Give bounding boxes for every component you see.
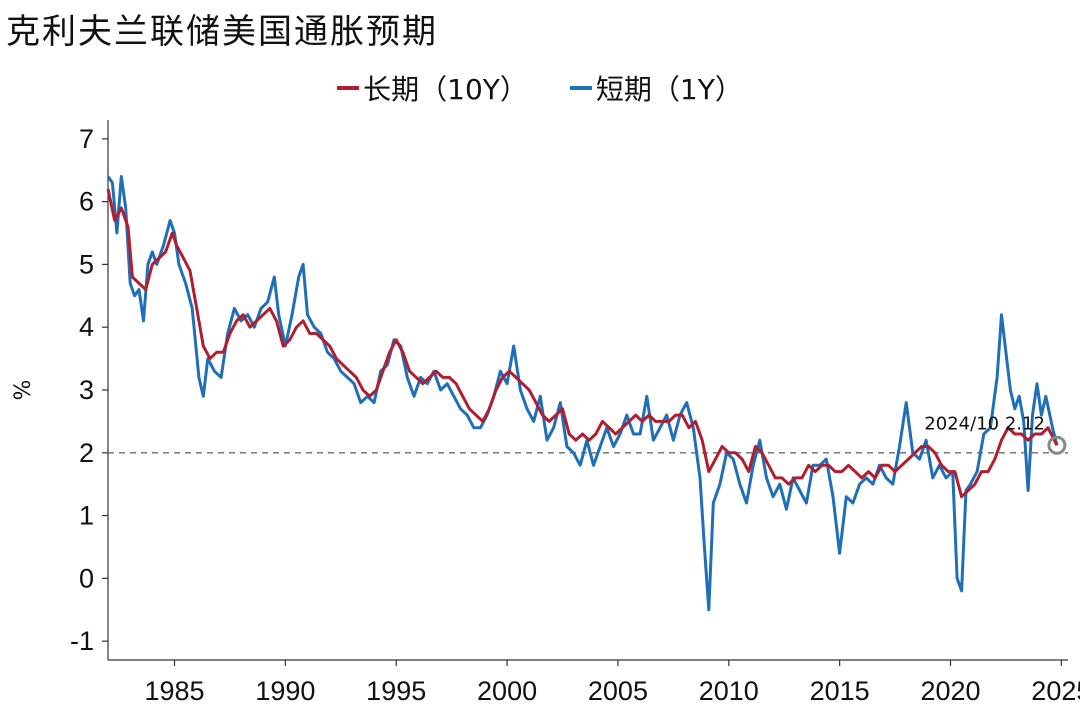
y-tick-label: 4	[79, 312, 94, 342]
plot-area	[106, 175, 1068, 612]
legend-label-long-term: 长期（10Y）	[363, 73, 528, 106]
chart-title: 克利夫兰联储美国通胀预期	[6, 12, 438, 52]
x-tick-label: 2005	[588, 676, 648, 706]
legend-swatch-short-term	[569, 86, 592, 90]
y-tick-label: 0	[79, 563, 94, 593]
y-tick-label: 5	[79, 249, 94, 279]
y-tick-label: 6	[79, 187, 94, 217]
annotation-marker	[1047, 435, 1067, 455]
axes: -1 0 1 2 3 4 5 6 7 1985 1990 1995 2000 2005 2010 2015 20…	[11, 120, 1080, 706]
series-line-long-term	[106, 188, 1059, 499]
annotation-label: 2024/10 2.12	[924, 413, 1045, 434]
y-tick-label: 3	[79, 375, 94, 405]
annotation-layer: 2024/10 2.12	[924, 413, 1067, 455]
y-tick-label: 1	[79, 501, 94, 531]
y-tick-label: 2	[79, 438, 94, 468]
y-tick-label: 7	[79, 124, 94, 154]
x-tick-label: 1995	[366, 676, 426, 706]
x-tick-label: 2010	[699, 676, 759, 706]
series-line-short-term	[106, 175, 1059, 612]
x-tick-label: 2025	[1031, 676, 1080, 706]
x-tick-label: 2000	[477, 676, 537, 706]
legend-item-long-term: 长期（10Y）	[337, 68, 528, 108]
legend-swatch-long-term	[337, 86, 360, 90]
x-tick-label: 2015	[810, 676, 870, 706]
y-axis-label: %	[11, 380, 36, 401]
x-tick-label: 1985	[144, 676, 204, 706]
legend-item-short-term: 短期（1Y）	[569, 68, 743, 108]
x-tick-label: 2020	[920, 676, 980, 706]
legend-label-short-term: 短期（1Y）	[595, 73, 743, 106]
legend: 长期（10Y） 短期（1Y）	[0, 68, 1080, 108]
x-tick-label: 1990	[255, 676, 315, 706]
y-tick-label: -1	[70, 626, 94, 656]
